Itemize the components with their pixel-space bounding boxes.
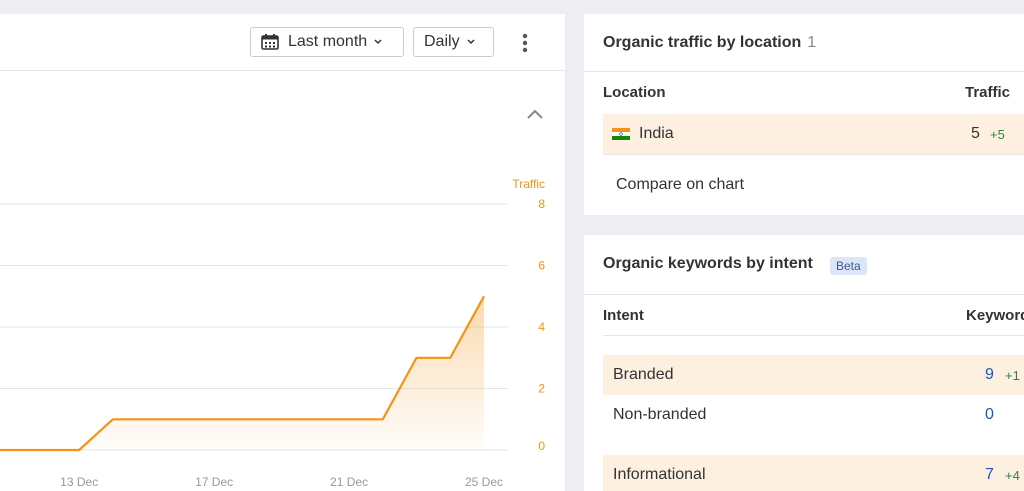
- intent-row-non-branded[interactable]: Non-branded: [603, 395, 1024, 435]
- keywords-column-header: Keywords: [966, 307, 1024, 324]
- compare-on-chart-link[interactable]: Compare on chart: [616, 176, 745, 193]
- traffic-chart: 0 2 4 6 8 13 Dec 17 Dec 21 Dec 25 Dec Traffic: [0, 177, 545, 489]
- location-count: 1: [807, 34, 817, 51]
- keywords-by-intent-card: Organic keywords by intent Beta Intent K…: [584, 235, 1024, 491]
- date-range-button[interactable]: Last month: [250, 27, 404, 57]
- keywords-value[interactable]: 9: [985, 366, 994, 383]
- traffic-area: [0, 296, 484, 450]
- y-tick-label: 8: [538, 197, 545, 211]
- divider: [584, 71, 1024, 72]
- location-row-india[interactable]: India: [603, 114, 1024, 154]
- y-tick-label: 2: [538, 382, 545, 396]
- x-tick-label: 17 Dec: [195, 475, 233, 489]
- traffic-series-line[interactable]: [0, 295, 485, 452]
- intent-label: Informational: [613, 466, 706, 483]
- intent-row-branded[interactable]: Branded: [603, 355, 1024, 395]
- india-flag-icon: [612, 128, 630, 140]
- y-tick-label: 0: [538, 439, 545, 453]
- calendar-icon: [261, 34, 279, 50]
- location-card-title-text: Organic traffic by location: [603, 34, 802, 51]
- y-tick-label: 6: [538, 259, 545, 273]
- keywords-delta: +1: [1005, 368, 1020, 383]
- y-tick-label: 4: [538, 320, 545, 334]
- intent-label: Non-branded: [613, 406, 707, 423]
- interval-button[interactable]: Daily: [413, 27, 494, 57]
- traffic-chart-panel: Last month Daily 0 2 4 6 8 13 Dec 17 Dec 21 Dec…: [0, 14, 565, 491]
- x-tick-label: 13 Dec: [60, 475, 98, 489]
- interval-label: Daily: [424, 33, 460, 50]
- traffic-delta: +5: [990, 127, 1005, 142]
- traffic-value: 5: [971, 125, 980, 142]
- keywords-value[interactable]: 0: [985, 406, 994, 423]
- traffic-column-header: Traffic: [965, 84, 1011, 101]
- location-column-header: Location: [603, 84, 666, 101]
- keywords-delta: +4: [1005, 468, 1020, 483]
- country-name: India: [639, 125, 674, 142]
- x-tick-label: 25 Dec: [465, 475, 503, 489]
- date-range-label: Last month: [288, 33, 368, 50]
- more-options-icon[interactable]: [515, 32, 535, 54]
- x-tick-label: 21 Dec: [330, 475, 368, 489]
- chart-toolbar: Last month Daily: [0, 14, 565, 71]
- chevron-down-icon: [374, 39, 382, 45]
- y-axis-title: Traffic: [512, 177, 545, 191]
- divider: [603, 154, 1024, 155]
- divider: [584, 294, 1024, 295]
- chevron-down-icon: [467, 39, 475, 45]
- divider: [603, 335, 1024, 336]
- traffic-by-location-card: Organic traffic by location 1 Location Tr…: [584, 14, 1024, 215]
- intent-card-title: Organic keywords by intent: [603, 255, 813, 272]
- chevron-up-icon[interactable]: [524, 106, 546, 124]
- intent-row-informational[interactable]: Informational: [603, 455, 1024, 491]
- beta-badge: Beta: [830, 257, 867, 275]
- location-card-title: Organic traffic by location 1: [603, 34, 816, 52]
- intent-label: Branded: [613, 366, 674, 383]
- intent-column-header: Intent: [603, 307, 644, 324]
- keywords-value[interactable]: 7: [985, 466, 994, 483]
